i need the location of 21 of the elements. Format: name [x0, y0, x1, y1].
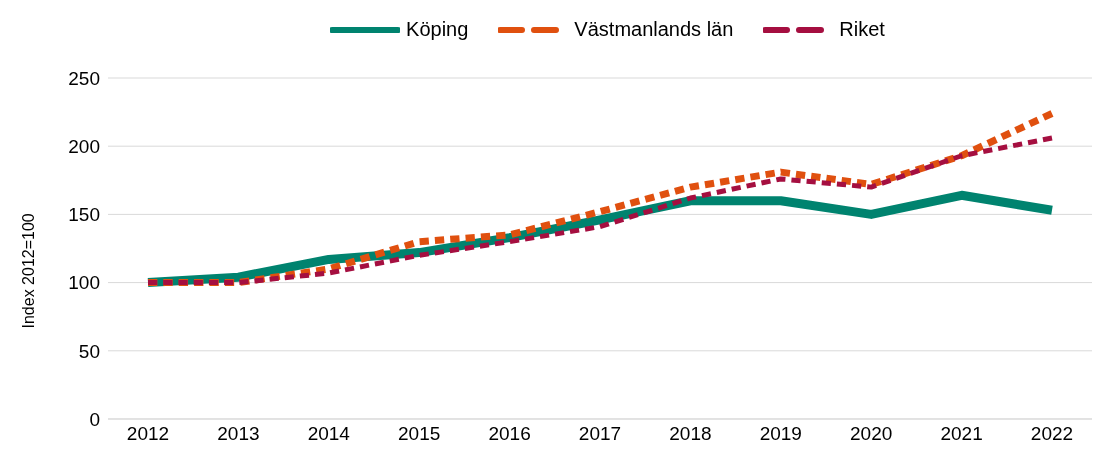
x-tick-label: 2015: [398, 423, 441, 445]
y-tick-label: 100: [68, 272, 100, 294]
y-tick-label: 50: [78, 340, 100, 362]
y-tick-label: 250: [68, 67, 100, 89]
x-tick-label: 2016: [488, 423, 531, 445]
y-tick-label: 150: [68, 204, 100, 226]
x-tick-label: 2018: [669, 423, 712, 445]
x-tick-label: 2013: [217, 423, 260, 445]
x-tick-label: 2020: [850, 423, 893, 445]
x-tick-label: 2019: [759, 423, 802, 445]
legend-label: Riket: [839, 18, 885, 41]
x-tick-label: 2022: [1030, 423, 1074, 445]
legend-label: Köping: [406, 18, 469, 41]
legend-label: Västmanlands län: [574, 18, 734, 41]
y-axis-title: Index 2012=100: [19, 213, 37, 329]
x-tick-label: 2012: [126, 423, 170, 445]
x-tick-label: 2014: [307, 423, 351, 445]
y-tick-label: 0: [89, 408, 100, 430]
y-tick-label: 200: [68, 135, 100, 157]
x-tick-label: 2021: [940, 423, 983, 445]
x-tick-label: 2017: [578, 423, 622, 445]
